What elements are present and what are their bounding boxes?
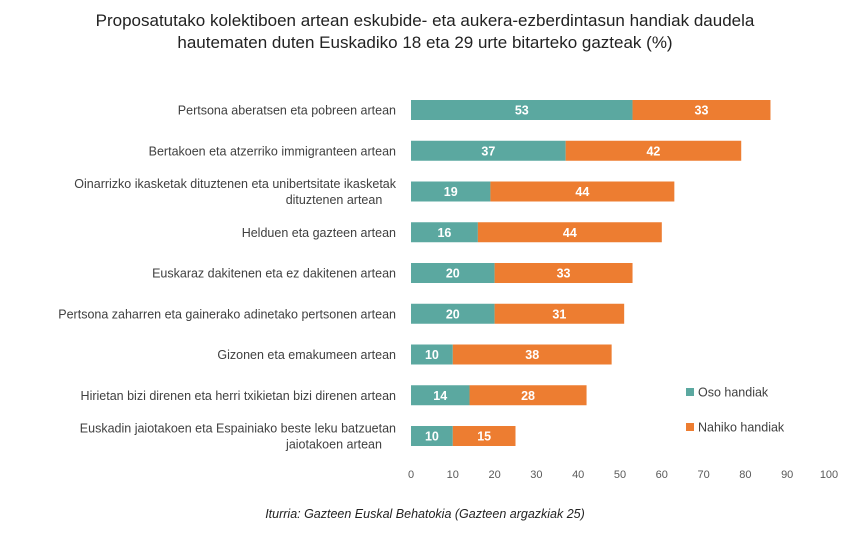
x-tick-label-7: 70	[697, 469, 709, 481]
bar-value-label-1-6: 38	[525, 348, 539, 362]
legend-label-1: Nahiko handiak	[698, 421, 785, 435]
category-label-3: Helduen eta gazteen artean	[242, 226, 396, 240]
category-label-8: Euskadin jaiotakoen eta Espainiako beste…	[80, 422, 396, 452]
bar-value-label-1-1: 42	[646, 144, 660, 158]
bar-oso-6	[411, 344, 453, 365]
bar-value-label-1-5: 31	[552, 307, 566, 321]
category-label-1: Bertakoen eta atzerriko immigranteen art…	[149, 144, 396, 158]
source-note: Iturria: Gazteen Euskal Behatokia (Gazte…	[265, 507, 585, 521]
bar-oso-3	[411, 222, 478, 243]
bar-nahiko-1	[565, 140, 742, 161]
bar-nahiko-2	[490, 181, 675, 202]
category-label-2-line-1: dituztenen artean	[286, 193, 383, 207]
x-tick-label-3: 30	[530, 469, 542, 481]
x-tick-label-10: 100	[820, 469, 838, 481]
category-label-8-line-1: jaiotakoen artean	[285, 438, 382, 452]
bar-value-label-0-8: 10	[425, 430, 439, 444]
legend-label-0: Oso handiak	[698, 386, 769, 400]
x-tick-label-2: 20	[488, 469, 500, 481]
bar-value-label-0-7: 14	[433, 389, 447, 403]
category-label-2-line-0: Oinarrizko ikasketak dituztenen eta unib…	[74, 177, 396, 191]
legend-swatch-0	[686, 388, 694, 396]
category-label-0: Pertsona aberatsen eta pobreen artean	[178, 104, 396, 118]
bar-nahiko-7	[469, 385, 587, 406]
bar-value-label-0-2: 19	[444, 185, 458, 199]
category-label-6: Gizonen eta emakumeen artean	[217, 348, 396, 362]
bar-value-label-1-7: 28	[521, 389, 535, 403]
bars-layer: 53 33 37 42 19 44 16 44 20 33 20 31 10 38 14 28 10 15	[411, 100, 771, 446]
bar-value-label-0-3: 16	[437, 226, 451, 240]
category-labels: Pertsona aberatsen eta pobreen artean Ber…	[58, 104, 396, 452]
category-label-4: Euskaraz dakitenen eta ez dakitenen arte…	[152, 267, 396, 281]
x-tick-label-5: 50	[614, 469, 626, 481]
bar-oso-4	[411, 263, 495, 283]
bar-value-label-0-0: 53	[515, 104, 529, 118]
bar-nahiko-8	[452, 426, 516, 446]
bar-oso-1	[411, 140, 566, 161]
bar-value-label-1-2: 44	[575, 185, 589, 199]
bar-value-label-1-8: 15	[477, 430, 491, 444]
bar-nahiko-3	[477, 222, 662, 243]
bar-nahiko-4	[494, 263, 633, 283]
category-label-8-line-0: Euskadin jaiotakoen eta Espainiako beste…	[80, 422, 396, 436]
x-tick-label-1: 10	[447, 469, 459, 481]
bar-value-label-0-4: 20	[446, 267, 460, 281]
bar-oso-8	[411, 426, 453, 446]
bar-nahiko-6	[452, 344, 612, 365]
x-tick-label-4: 40	[572, 469, 584, 481]
bar-nahiko-0	[632, 100, 771, 120]
category-label-2: Oinarrizko ikasketak dituztenen eta unib…	[74, 177, 396, 207]
bar-value-label-0-1: 37	[481, 144, 495, 158]
x-tick-label-9: 90	[781, 469, 793, 481]
legend: Oso handiak Nahiko handiak	[686, 386, 785, 435]
x-tick-label-8: 80	[739, 469, 751, 481]
x-tick-label-0: 0	[408, 469, 414, 481]
x-tick-label-6: 60	[656, 469, 668, 481]
bar-nahiko-5	[494, 303, 625, 324]
x-axis: 0 10 20 30 40 50 60 70 80 90 100	[408, 469, 838, 481]
bar-value-label-1-4: 33	[557, 267, 571, 281]
legend-swatch-1	[686, 423, 694, 431]
bar-oso-5	[411, 303, 495, 324]
bar-value-label-1-0: 33	[695, 104, 709, 118]
bar-value-label-0-6: 10	[425, 348, 439, 362]
bar-value-label-0-5: 20	[446, 307, 460, 321]
bar-value-label-1-3: 44	[563, 226, 577, 240]
bar-oso-0	[411, 100, 633, 120]
bar-oso-7	[411, 385, 470, 406]
chart-title: Proposatutako kolektiboen artean eskubid…	[95, 11, 755, 52]
category-label-5: Pertsona zaharren eta gainerako adinetak…	[58, 307, 396, 321]
category-label-7: Hirietan bizi direnen eta herri txikieta…	[81, 389, 396, 403]
bar-oso-2	[411, 181, 491, 202]
